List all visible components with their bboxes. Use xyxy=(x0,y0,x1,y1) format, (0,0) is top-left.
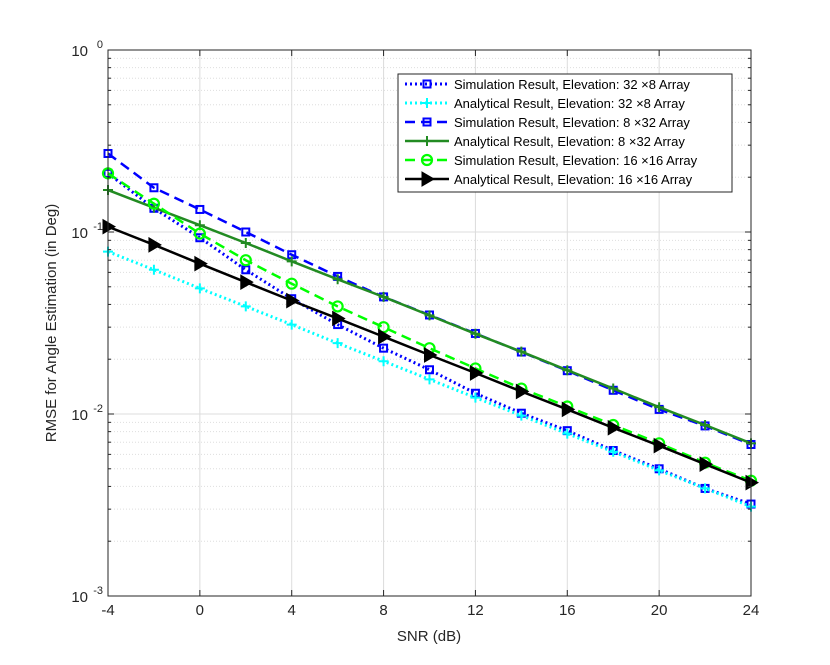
legend-item[interactable]: Simulation Result, Elevation: 8 ×32 Arra… xyxy=(405,115,690,130)
data-point-plus xyxy=(424,374,435,385)
data-point-plus xyxy=(286,319,297,330)
legend-item[interactable]: Simulation Result, Elevation: 16 ×16 Arr… xyxy=(405,153,698,168)
data-point-plus xyxy=(700,420,711,431)
y-tick-label-exponent: 0 xyxy=(97,39,103,51)
data-point-plus xyxy=(424,310,435,321)
data-point-plus xyxy=(562,365,573,376)
data-point-plus xyxy=(516,346,527,357)
x-tick-label: 16 xyxy=(559,602,576,619)
x-tick-labels: -4 0 4 8 12 16 20 24 xyxy=(101,602,759,619)
legend[interactable]: Simulation Result, Elevation: 32 ×8 Arra… xyxy=(397,73,733,193)
data-point-circle xyxy=(285,277,298,290)
legend-marker-square xyxy=(422,79,432,89)
data-point-plus xyxy=(194,283,205,294)
data-point-triangle-right xyxy=(607,419,622,436)
legend-label: Analytical Result, Elevation: 8 ×32 Arra… xyxy=(454,134,685,149)
data-point-square xyxy=(149,183,159,193)
data-point-triangle-right xyxy=(699,456,714,473)
legend-label: Simulation Result, Elevation: 8 ×32 Arra… xyxy=(454,115,690,130)
data-point-plus xyxy=(332,274,343,285)
data-point-square xyxy=(195,204,205,214)
data-point-plus xyxy=(240,301,251,312)
series-line xyxy=(107,172,752,482)
data-point-plus xyxy=(700,483,711,494)
y-tick-label-base: 10 xyxy=(71,225,88,242)
y-tick-label: 10 -2 xyxy=(71,403,103,424)
y-tick-labels: 10 -3 10 -2 10 -1 10 0 xyxy=(71,39,103,606)
data-point-triangle-right xyxy=(561,401,576,418)
y-tick-label: 10 0 xyxy=(71,39,103,60)
y-tick-label-base: 10 xyxy=(71,589,88,606)
y-tick-label-exponent: -1 xyxy=(93,221,103,233)
data-point-square xyxy=(425,365,434,375)
data-point-plus xyxy=(654,465,665,476)
data-point-triangle-right xyxy=(424,347,438,363)
data-point-plus xyxy=(654,402,665,413)
legend-item[interactable]: Analytical Result, Elevation: 8 ×32 Arra… xyxy=(405,134,685,149)
data-point-plus xyxy=(608,383,619,394)
x-tick-label: 12 xyxy=(467,602,484,619)
data-point-plus xyxy=(148,264,159,275)
legend-item[interactable]: Analytical Result, Elevation: 16 ×16 Arr… xyxy=(405,171,693,187)
y-tick-label-exponent: -3 xyxy=(93,585,103,597)
data-point-circle xyxy=(331,300,344,313)
data-point-plus xyxy=(516,410,527,421)
legend-label: Simulation Result, Elevation: 32 ×8 Arra… xyxy=(454,77,690,92)
data-point-triangle-right xyxy=(148,236,162,253)
data-point-triangle-right xyxy=(378,328,392,345)
legend-marker-triangle-right xyxy=(421,171,435,187)
x-axis-label: SNR (dB) xyxy=(397,628,461,645)
legend-marker-square xyxy=(422,117,432,127)
legend-label: Analytical Result, Elevation: 16 ×16 Arr… xyxy=(454,172,693,187)
data-point-plus xyxy=(240,238,251,249)
legend-item[interactable]: Simulation Result, Elevation: 32 ×8 Arra… xyxy=(405,77,690,92)
data-point-circle xyxy=(147,197,161,210)
data-point-square xyxy=(379,343,389,353)
data-point-triangle-right xyxy=(286,292,300,309)
x-tick-label: 20 xyxy=(651,602,668,619)
data-point-plus xyxy=(378,291,389,302)
data-point-triangle-right xyxy=(102,218,116,235)
data-point-square xyxy=(241,227,251,237)
data-point-triangle-right xyxy=(240,274,254,291)
y-tick-label-base: 10 xyxy=(71,43,88,60)
legend-box xyxy=(397,73,733,193)
x-tick-label: 0 xyxy=(196,602,204,619)
y-axis-label: RMSE for Angle Estimation (in Deg) xyxy=(43,204,60,442)
x-tick-label: -4 xyxy=(101,602,114,619)
data-point-plus xyxy=(286,256,297,267)
data-point-triangle-right xyxy=(332,310,346,327)
y-tick-label: 10 -1 xyxy=(71,221,103,242)
data-point-circle xyxy=(193,227,206,240)
series-6 xyxy=(102,218,759,491)
axis-ticks xyxy=(107,49,752,597)
data-point-plus xyxy=(608,446,619,457)
legend-item[interactable]: Analytical Result, Elevation: 32 ×8 Arra… xyxy=(405,96,685,111)
y-tick-label-exponent: -2 xyxy=(93,403,103,415)
data-point-plus xyxy=(378,356,389,367)
data-point-plus xyxy=(470,392,481,403)
x-tick-label: 24 xyxy=(743,602,760,619)
data-point-plus xyxy=(470,328,481,339)
data-point-triangle-right xyxy=(515,383,530,400)
y-tick-label: 10 -3 xyxy=(71,585,103,606)
legend-label: Analytical Result, Elevation: 32 ×8 Arra… xyxy=(454,96,685,111)
legend-label: Simulation Result, Elevation: 16 ×16 Arr… xyxy=(454,153,698,168)
legend-marker-circle xyxy=(420,153,434,167)
series-layer xyxy=(101,148,759,512)
y-tick-label-base: 10 xyxy=(71,407,88,424)
legend-marker-plus xyxy=(422,98,432,108)
data-point-circle xyxy=(239,254,252,267)
plot-frame xyxy=(107,49,752,597)
data-point-triangle-right xyxy=(469,365,484,381)
x-tick-label: 8 xyxy=(379,602,387,619)
data-point-triangle-right xyxy=(653,437,668,454)
legend-marker-plus xyxy=(422,136,432,146)
data-point-triangle-right xyxy=(194,255,208,272)
data-point-plus xyxy=(332,338,343,349)
x-tick-label: 4 xyxy=(288,602,296,619)
data-point-plus xyxy=(562,428,573,439)
